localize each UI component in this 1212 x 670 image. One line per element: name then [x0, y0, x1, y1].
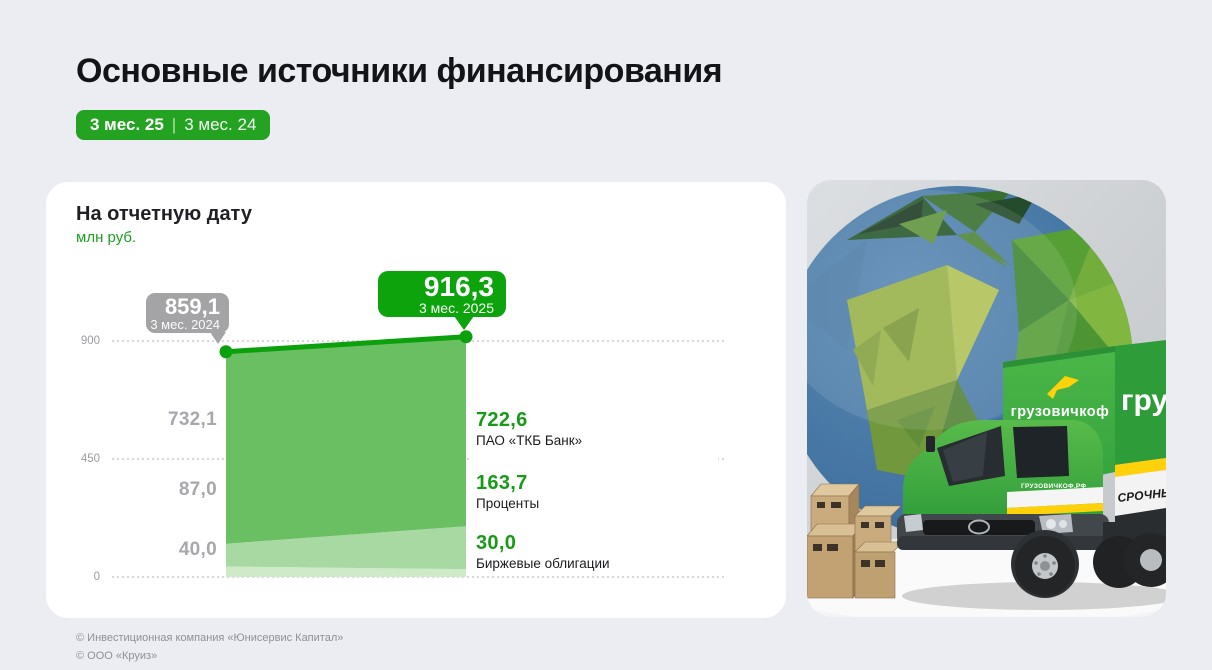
truck-side-brand-partial: гру: [1121, 384, 1166, 417]
period-divider: |: [171, 115, 177, 134]
footer-credits: © Инвестиционная компания «Юнисервис Кап…: [76, 629, 343, 665]
period-badge: 3 мес. 25 | 3 мес. 24: [76, 110, 271, 140]
period-current: 3 мес. 25: [90, 115, 164, 134]
period-previous: 3 мес. 24: [184, 115, 257, 134]
ytick-0: 0: [93, 571, 100, 583]
callout-label: 3 мес. 2025: [418, 300, 494, 316]
callout-pointer: [454, 316, 474, 330]
legend-item-percent: 163,7 Проценты: [476, 473, 539, 512]
legend-label: ПАО «ТКБ Банк»: [476, 433, 583, 448]
callout-label: 3 мес. 2024: [150, 317, 220, 332]
data-point-2024: [219, 345, 233, 359]
footer-line-2: © ООО «Круиз»: [76, 650, 158, 662]
chart-unit: млн руб.: [76, 229, 137, 246]
legend-label: Проценты: [476, 496, 540, 511]
callout-value: 859,1: [164, 294, 220, 319]
trend-line: [223, 334, 469, 355]
chart-title: На отчетную дату: [76, 203, 252, 225]
legend-item-bonds: 30,0 Биржевые облигации: [476, 533, 610, 572]
chart-card: На отчетную дату млн руб. 900 450 0 732,…: [46, 182, 786, 618]
truck-door-text: ГРУЗОВИЧКОФ.РФ: [1021, 483, 1086, 490]
page-title: Основные источники финансирования: [76, 52, 723, 90]
series-legend: 722,6 ПАО «ТКБ Банк» 163,7 Проценты 30,0…: [472, 404, 718, 574]
left-value-bonds: 40,0: [178, 539, 217, 560]
callout-pointer: [210, 332, 226, 344]
callout-2025: 916,3 3 мес. 2025: [378, 271, 506, 330]
area-layer-2: [226, 336, 466, 544]
left-value-percent: 87,0: [178, 479, 217, 500]
truck-box-side: гру СРОЧНЫЙ: [1115, 340, 1166, 534]
truck-cab: ГРУЗОВИЧКОФ.РФ: [897, 420, 1109, 550]
delivery-truck: гру СРОЧНЫЙ грузовичкоф: [897, 340, 1166, 610]
area-layer-0: [226, 566, 466, 577]
left-value-bank: 732,1: [167, 409, 217, 430]
footer-line-1: © Инвестиционная компания «Юнисервис Кап…: [76, 632, 344, 644]
callout-value: 916,3: [423, 271, 494, 302]
legend-item-bank: 722,6 ПАО «ТКБ Банк»: [476, 410, 582, 449]
legend-value: 722,6: [476, 409, 528, 431]
stacked-area-chart: [219, 330, 473, 577]
promo-illustration: гру СРОЧНЫЙ грузовичкоф: [807, 180, 1166, 617]
promo-image: гру СРОЧНЫЙ грузовичкоф: [807, 180, 1166, 617]
ytick-450: 450: [80, 453, 100, 465]
ytick-900: 900: [80, 335, 100, 347]
callout-2024: 859,1 3 мес. 2024: [146, 293, 229, 344]
data-point-2025: [459, 330, 473, 344]
legend-value: 30,0: [476, 532, 517, 554]
truck-wheels: [1011, 522, 1166, 598]
brand-logo-mark: [1047, 376, 1079, 399]
legend-value: 163,7: [476, 472, 528, 494]
truck-brand-text: грузовичкоф: [1011, 404, 1110, 420]
legend-label: Биржевые облигации: [476, 556, 610, 571]
area-layer-1: [226, 526, 466, 570]
